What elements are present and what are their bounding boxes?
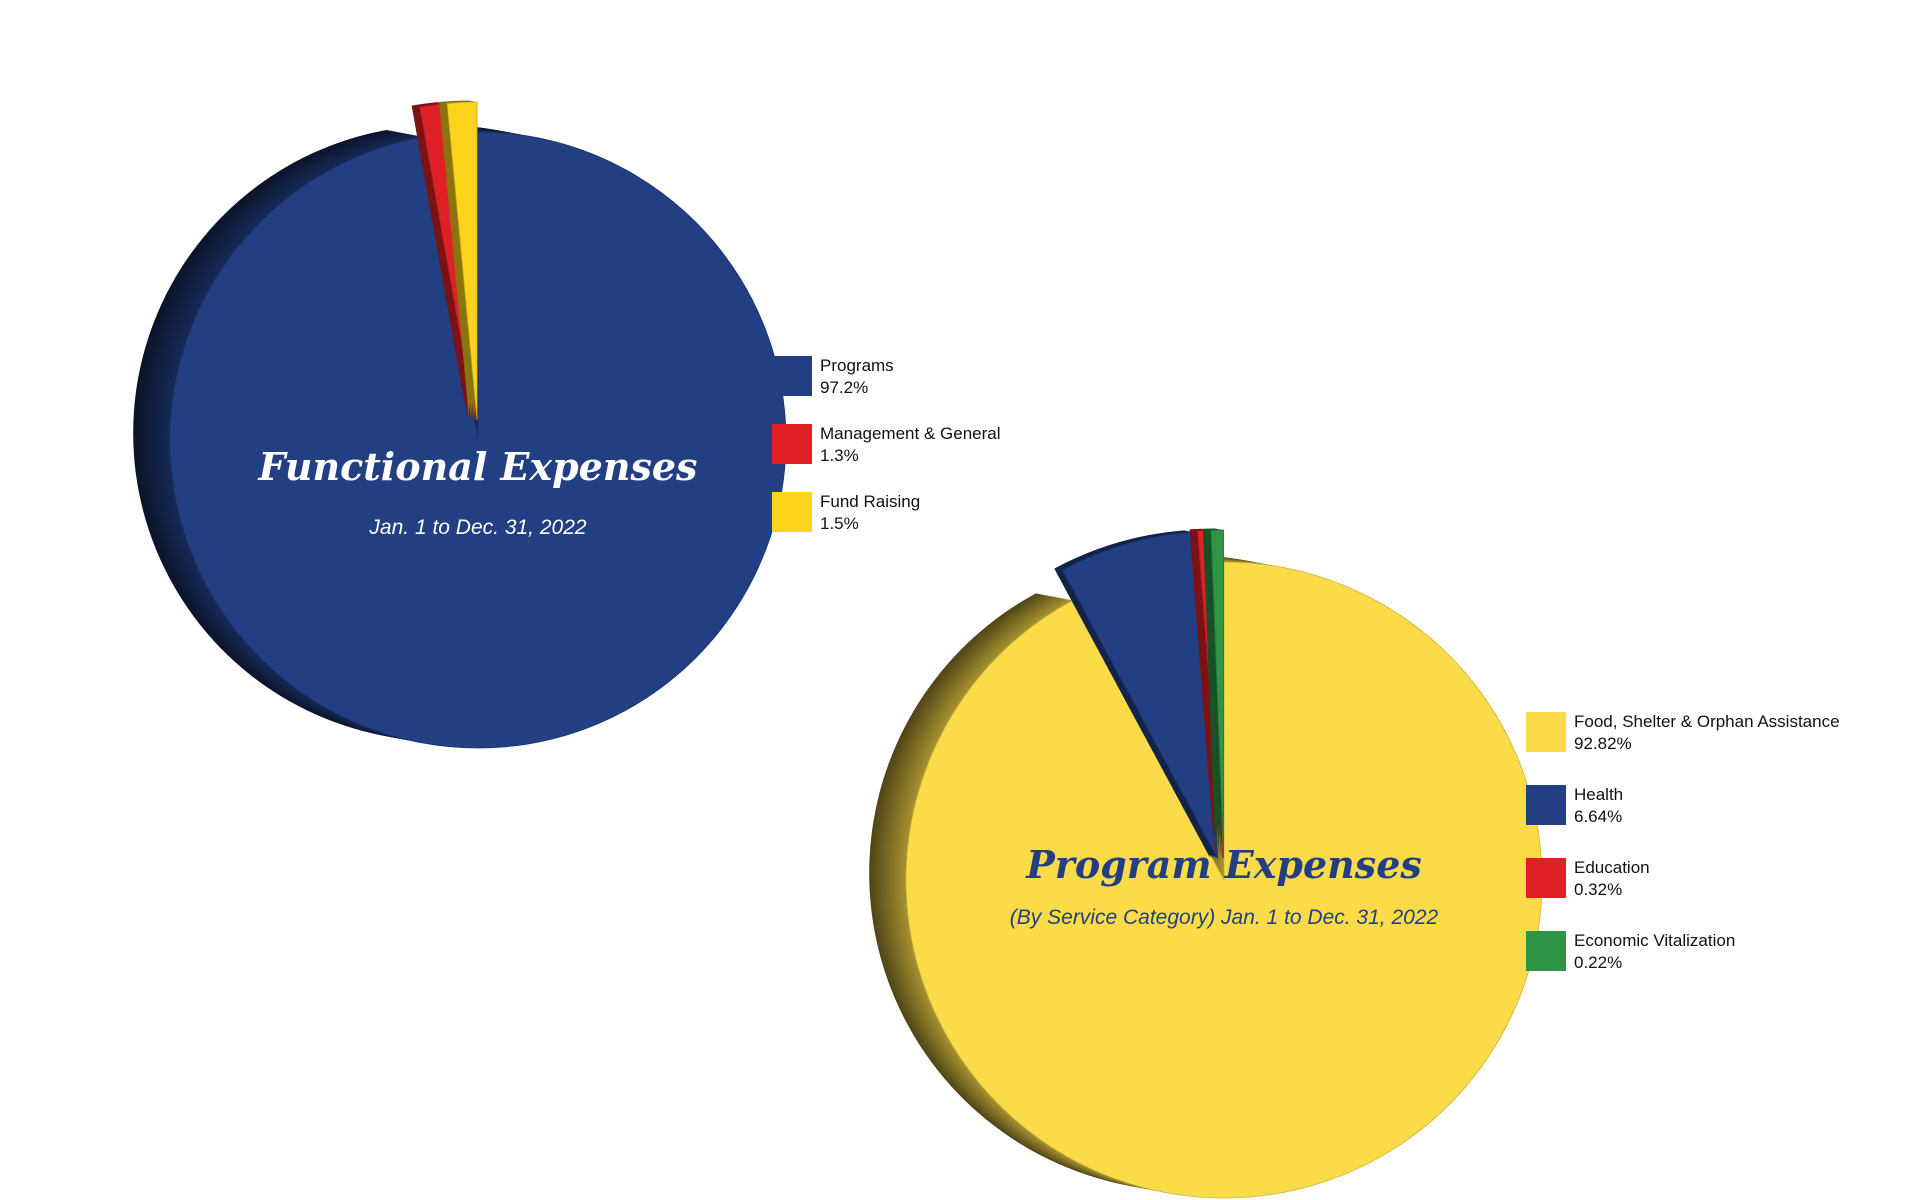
legend-label: Economic Vitalization	[1574, 931, 1736, 950]
chart-subtitle: (By Service Category) Jan. 1 to Dec. 31,…	[1010, 906, 1439, 929]
legend-swatch	[1526, 931, 1566, 971]
slice-health	[1061, 531, 1219, 860]
legend-item-education: Education 0.32%	[1526, 858, 1920, 904]
slice-depth-management-and-general	[413, 102, 469, 419]
legend-value: 0.32%	[1574, 880, 1623, 899]
legend-value: 1.5%	[820, 514, 859, 533]
chart-subtitle: Jan. 1 to Dec. 31, 2022	[368, 516, 586, 539]
slice-depth-management-and-general	[418, 103, 474, 420]
legend-label: Management & General	[820, 424, 1001, 443]
legend-swatch	[772, 492, 812, 532]
legend-value: 1.3%	[820, 446, 859, 465]
program-expenses-pie: Program Expenses (By Service Category) Ja…	[869, 528, 1543, 1199]
legend-value: 0.22%	[1574, 953, 1623, 972]
legend-swatch	[1526, 785, 1566, 825]
legend-item-programs: Programs 97.2%	[772, 356, 1232, 402]
legend-swatch	[1526, 712, 1566, 752]
slice-programs	[169, 131, 787, 749]
legend-label: Health	[1574, 785, 1624, 804]
functional-expenses-pie: Functional Expenses Jan. 1 to Dec. 31, 20…	[133, 100, 787, 749]
legend-swatch	[772, 424, 812, 464]
legend-value: 92.82%	[1574, 734, 1632, 753]
legend-item-management-and-general: Management & General 1.3%	[772, 424, 1232, 470]
legend-label: Programs	[820, 356, 894, 375]
legend-swatch	[772, 356, 812, 396]
legend-item-economic-vitalization: Economic Vitalization 0.22%	[1526, 931, 1920, 977]
legend-item-fund-raising: Fund Raising 1.5%	[772, 492, 1232, 538]
legend-label: Education	[1574, 858, 1650, 877]
legend-label: Fund Raising	[820, 492, 921, 511]
slice-fund-raising	[446, 101, 478, 421]
slice-depth-management-and-general	[411, 102, 468, 419]
legend-swatch	[1526, 858, 1566, 898]
slice-depth-education	[1192, 529, 1218, 858]
slice-food-shelter-and-orphan-assistance	[905, 561, 1543, 1199]
slice-depth-education	[1189, 528, 1215, 857]
legend-label: Food, Shelter & Orphan Assistance	[1574, 712, 1840, 731]
slice-depth-education	[1191, 529, 1217, 857]
slice-depth-management-and-general	[414, 102, 471, 420]
legend-item-health: Health 6.64%	[1526, 785, 1920, 831]
legend-value: 6.64%	[1574, 807, 1623, 826]
chart-title: Program Expenses	[1025, 842, 1422, 887]
slice-economic-vitalization	[1210, 529, 1224, 859]
chart-title: Functional Expenses	[258, 444, 698, 489]
legend-value: 97.2%	[820, 378, 869, 397]
slice-depth-management-and-general	[416, 102, 473, 420]
legend-item-food-shelter-and-orphan-assistance: Food, Shelter & Orphan Assistance 92.82%	[1526, 712, 1920, 758]
